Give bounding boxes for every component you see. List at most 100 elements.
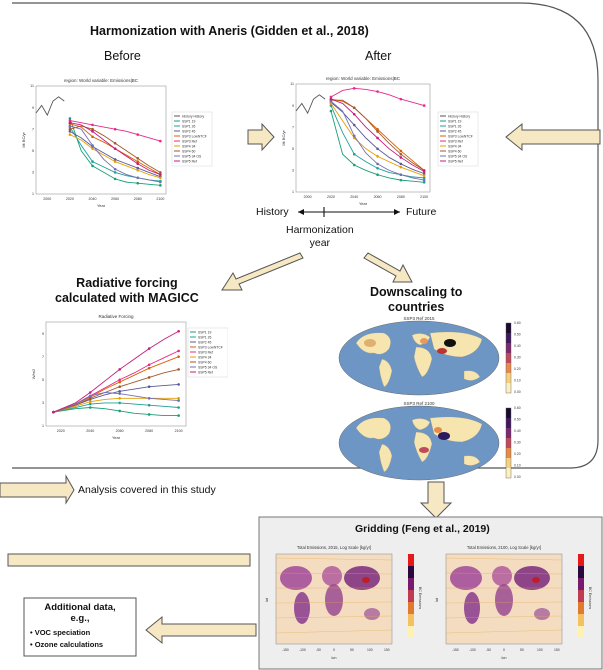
colorbar-tick: 0.50 [514, 418, 521, 422]
arrow-incoming-right [505, 122, 601, 152]
series-point [52, 410, 55, 414]
series-point [118, 401, 121, 405]
series-line-history [295, 94, 326, 115]
grid-emission-region [450, 566, 482, 590]
y-tick-label: 11 [290, 82, 294, 86]
shipping-lane [275, 572, 393, 575]
downscaling-section-title: Downscaling to countries [370, 285, 463, 314]
chart-title: region: World variable: Emissions|BC [326, 76, 401, 81]
legend-entry: SSP5 Ref [448, 159, 463, 163]
series-point [68, 127, 72, 131]
series-point [177, 399, 180, 402]
colorbar-segment [506, 418, 511, 428]
colorbar-tick: 0.60 [514, 321, 521, 325]
series-point [118, 409, 121, 413]
colorbar-tick: 0.10 [514, 379, 521, 383]
grid-emission-region [534, 608, 550, 620]
legend-entry: History History [448, 114, 470, 118]
arrow-to-downscaling [363, 252, 413, 283]
grid-emission-region [364, 608, 380, 620]
series-point [329, 99, 333, 103]
series-point [376, 162, 379, 166]
y-tick-label: 3 [32, 171, 34, 175]
colorbar-tick: 0.30 [514, 356, 521, 360]
grid-colorbar-label: BC Emissions [588, 587, 592, 610]
before-label: Before [104, 49, 141, 63]
series-point [376, 130, 379, 133]
series-point [376, 155, 379, 158]
series-point [352, 134, 356, 138]
x-tick-label: 2020 [57, 429, 65, 433]
series-point [422, 172, 426, 175]
series-point [159, 184, 162, 187]
main-title: Harmonization with Aneris (Gidden et al.… [90, 24, 369, 38]
grid-y-label: lat [435, 597, 439, 602]
series-point [399, 165, 403, 169]
grid-colorbar-segment [408, 614, 414, 626]
colorbar-tick: 0.20 [514, 367, 521, 371]
series-point [352, 163, 356, 167]
grid-emission-region [532, 577, 540, 583]
colorbar-frame [505, 322, 512, 394]
legend-entry: SSP5 34 OS [198, 365, 218, 369]
x-tick-label: 2080 [145, 429, 153, 433]
map-land [413, 431, 433, 463]
colorbar-segment [506, 353, 511, 363]
y-axis-label: W/m2 [32, 368, 36, 379]
grid-x-tick: -150 [282, 648, 289, 652]
x-tick-label: 2060 [116, 429, 124, 433]
grid-emission-region [294, 592, 310, 624]
x-tick-label: 2100 [175, 429, 183, 433]
series-point [376, 128, 379, 131]
grid-x-tick: 0 [333, 648, 335, 652]
y-tick-label: 3 [42, 401, 44, 405]
series-point [422, 170, 426, 173]
plot-area [35, 85, 167, 195]
x-tick-label: 2080 [134, 197, 142, 201]
series-point [68, 117, 72, 120]
grid-x-tick: 150 [554, 648, 560, 652]
series-point [147, 403, 151, 407]
series-point [113, 158, 117, 161]
history-label: History [256, 206, 289, 218]
legend-entry: SSP1 19 [182, 119, 195, 123]
grid-emission-region [325, 584, 343, 616]
series-point [118, 378, 121, 382]
grid-colorbar-label: BC Emissions [418, 587, 422, 610]
grid-map-right: Total Emissions, 2100, Log Scale [kg/yr]… [435, 545, 592, 660]
grid-emission-region [344, 566, 380, 590]
grid-emission-region [495, 584, 513, 616]
grid-colorbar-segment [408, 590, 414, 602]
colorbar-segment [506, 408, 511, 418]
main-rounded-box [12, 2, 599, 469]
series-point [159, 171, 162, 174]
legend-entry: SSP1 19 [198, 330, 211, 334]
additional-data-item: • Ozone calculations [30, 640, 104, 649]
map-bottom: SSP3 Ref 2100 0.00 0.10 0.20 0.30 0.40 0.50 0.6… [338, 401, 521, 481]
grid-x-tick: 0 [503, 648, 505, 652]
plot-area [295, 83, 431, 193]
x-tick-label: 2040 [86, 429, 94, 433]
grid-emission-region [514, 566, 550, 590]
colorbar-segment [506, 438, 511, 448]
series-point [147, 347, 151, 350]
map-land [411, 418, 431, 431]
series-point [422, 174, 426, 178]
y-tick-label: 1 [292, 190, 294, 194]
colorbar-tick: 0.60 [514, 406, 521, 410]
legend-entry: SSP5 Ref [182, 159, 197, 163]
grid-x-tick: 50 [520, 648, 524, 652]
x-axis-label: Year [112, 435, 121, 440]
series-point [177, 383, 180, 386]
grid-x-tick: 100 [367, 648, 373, 652]
colorbar-segment [506, 428, 511, 438]
legend-entry: SSP2 45 [198, 340, 211, 344]
series-point [147, 376, 151, 379]
series-point [118, 380, 121, 384]
legend-entry: SSP4 34 [198, 355, 211, 359]
colorbar-tick: 0.30 [514, 441, 521, 445]
arrow-to-gridding [419, 481, 453, 519]
series-point [136, 160, 140, 163]
series-point [399, 162, 403, 166]
